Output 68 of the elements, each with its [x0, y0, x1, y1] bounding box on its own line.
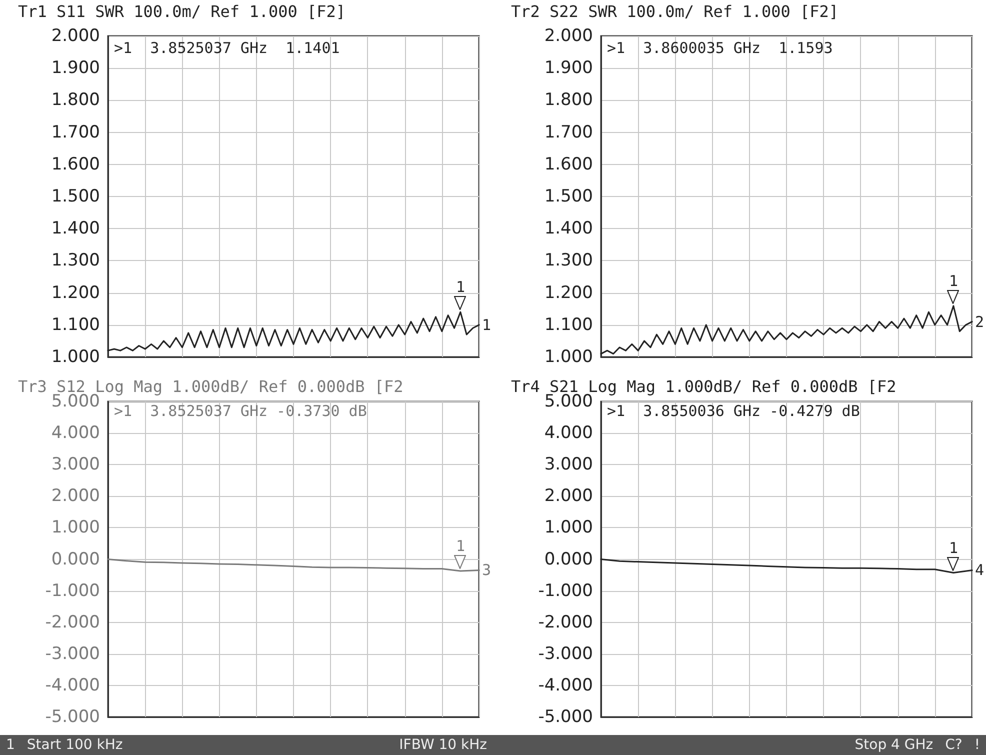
y-tick-label: 3.000 [51, 454, 100, 475]
y-tick-label: 1.000 [544, 518, 593, 538]
y-tick-label: 0.000 [544, 549, 593, 570]
y-tick-label: 3.000 [544, 454, 593, 475]
text: 2 [975, 312, 984, 331]
y-tick-label: 1.200 [544, 282, 593, 303]
y-tick-label: 1.300 [51, 250, 100, 271]
annotation: 1 [456, 278, 465, 296]
line-series [107, 558, 480, 572]
annotation: 1 [948, 272, 958, 290]
y-tick-label: 1.800 [51, 90, 100, 110]
y-tick-label: 1.600 [51, 154, 100, 174]
y-tick-label: 1.600 [544, 154, 593, 174]
y-tick-label: 1.100 [51, 314, 100, 335]
y-tick-label: 1.000 [51, 518, 100, 538]
y-tick-label: -1.000 [45, 580, 100, 601]
y-tick-label: -4.000 [538, 675, 593, 696]
text: C? [944, 737, 964, 753]
annotation: 1 [948, 538, 958, 557]
y-tick-label: 1.900 [544, 58, 593, 78]
line-series [600, 558, 973, 574]
annotation: >1 3.8525037 GHz -0.3730 dB [114, 402, 367, 420]
y-tick-label: 2.000 [544, 486, 593, 506]
y-tick-label: 1.700 [544, 122, 593, 142]
y-tick-label: 1.900 [51, 58, 100, 78]
chart-title: Tr1 S11 SWR 100.0m/ Ref 1.000 [F2] [18, 2, 346, 21]
y-tick-label: 1.800 [544, 90, 593, 110]
y-tick-label: 4.000 [544, 423, 593, 444]
y-tick-label: 1.100 [544, 314, 593, 335]
y-tick-label: 1.500 [51, 186, 100, 206]
y-tick-label: -2.000 [45, 612, 100, 632]
annotation: >1 3.8600035 GHz 1.1593 [607, 39, 833, 57]
y-tick-label: 2.000 [51, 26, 100, 46]
line-series [107, 311, 480, 352]
y-tick-label: -5.000 [538, 707, 593, 727]
y-tick-label: 1.300 [544, 250, 593, 271]
y-tick-label: -1.000 [538, 580, 593, 601]
y-tick-label: 4.000 [51, 423, 100, 444]
y-tick-label: -3.000 [538, 644, 593, 664]
text: Stop 4 GHz [854, 737, 934, 753]
y-tick-label: 1.200 [51, 282, 100, 303]
annotation: 1 [456, 537, 465, 556]
line-series [600, 305, 973, 355]
text: 3 [482, 561, 492, 580]
y-tick-label: 2.000 [51, 486, 100, 506]
y-tick-label: -5.000 [45, 707, 100, 727]
text: Start 100 kHz [26, 737, 124, 753]
y-tick-label: 0.000 [51, 549, 100, 570]
text: IFBW 10 kHz [398, 737, 488, 753]
text: 1 [5, 737, 16, 753]
y-tick-label: -3.000 [45, 644, 100, 664]
text: 4 [975, 561, 984, 580]
chart-title: Tr2 S22 SWR 100.0m/ Ref 1.000 [F2] [511, 2, 839, 21]
annotation: >1 3.8550036 GHz -0.4279 dB [607, 402, 860, 420]
y-tick-label: 1.700 [51, 122, 100, 142]
annotation: >1 3.8525037 GHz 1.1401 [114, 39, 340, 57]
y-tick-label: 1.000 [51, 347, 100, 367]
y-tick-label: -4.000 [45, 675, 100, 696]
y-tick-label: 1.000 [544, 347, 593, 367]
y-tick-label: 2.000 [544, 26, 593, 46]
text: 1 [482, 316, 492, 334]
y-tick-label: 5.000 [544, 392, 593, 412]
text: ! [973, 737, 981, 753]
y-tick-label: 1.400 [544, 218, 593, 239]
y-tick-label: 1.500 [544, 186, 593, 206]
y-tick-label: 5.000 [51, 392, 100, 412]
y-tick-label: 1.400 [51, 218, 100, 239]
y-tick-label: -2.000 [538, 612, 593, 632]
